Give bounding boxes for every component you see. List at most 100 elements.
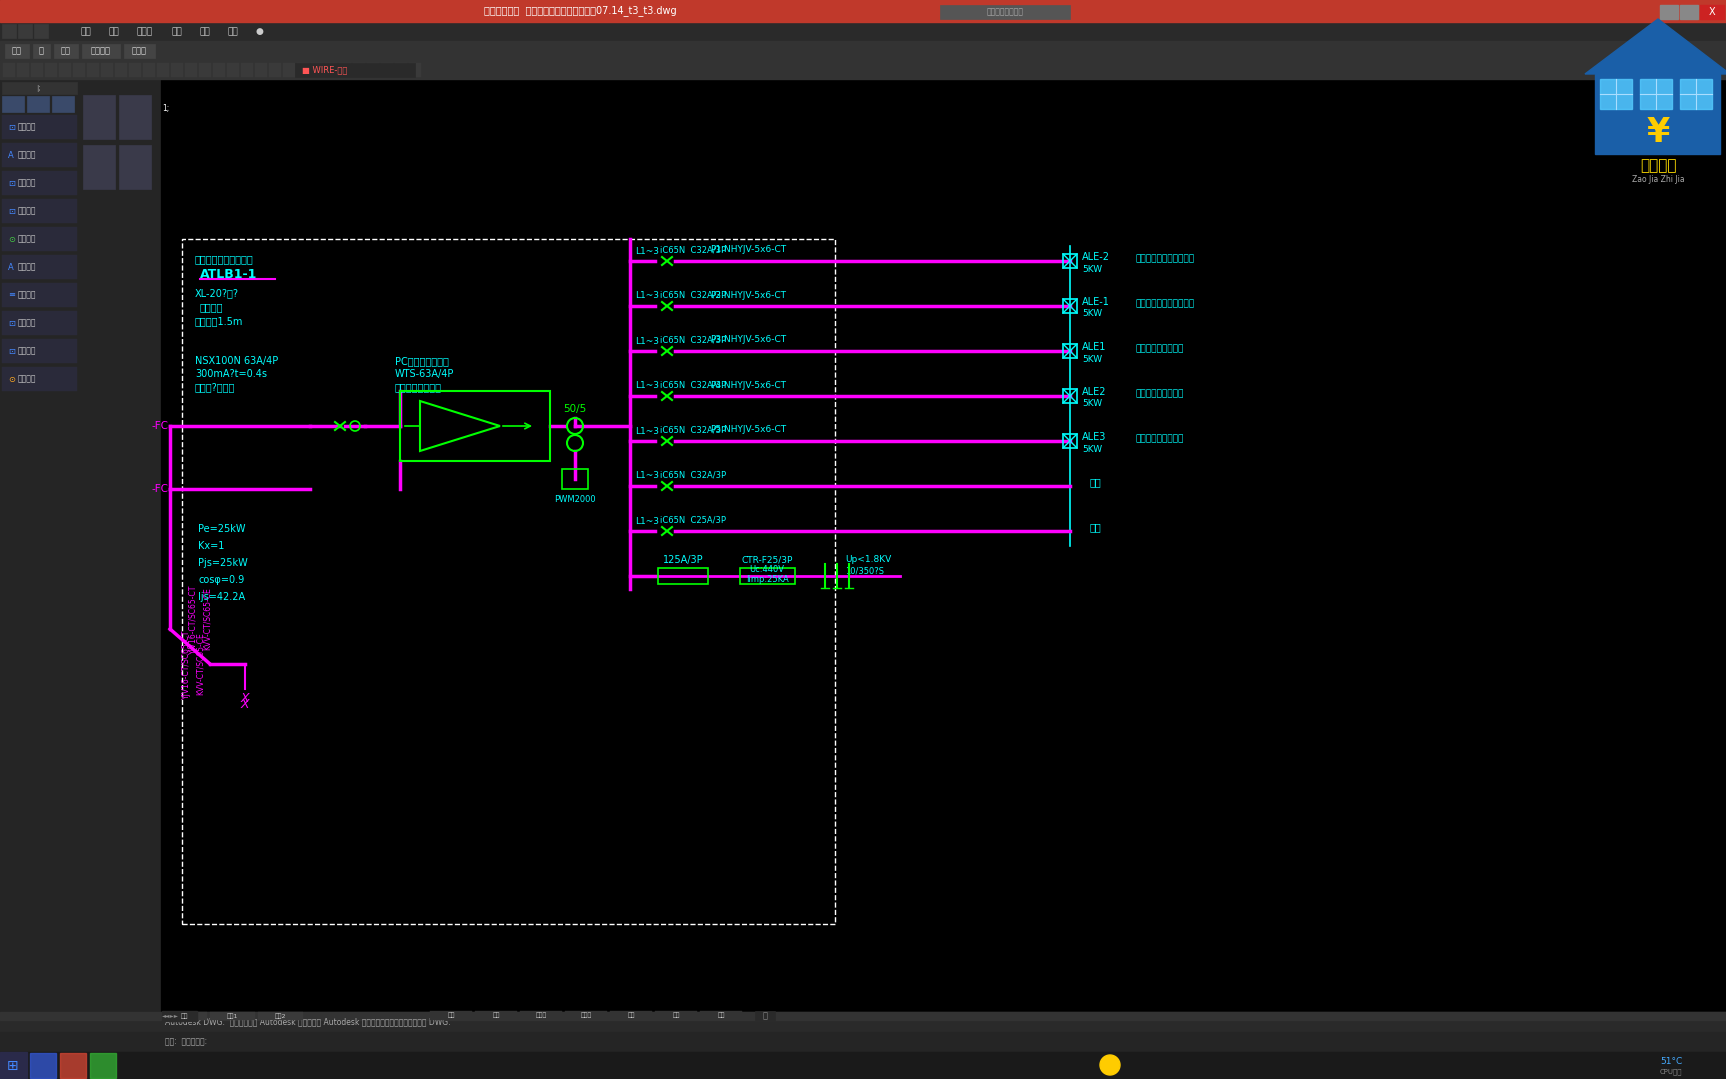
Text: ⊡: ⊡ [9, 123, 16, 132]
Bar [563, 469, 589, 489]
Bar [1063, 390, 1077, 402]
Bar [83, 145, 116, 189]
Text: WTS-63A/4P: WTS-63A/4P [395, 369, 454, 379]
Bar [2, 170, 78, 195]
Bar [520, 1011, 563, 1020]
Text: ⊙: ⊙ [9, 234, 16, 244]
Text: 51°C: 51°C [1660, 1056, 1683, 1065]
Bar [754, 1011, 775, 1020]
Bar [701, 1011, 742, 1020]
Text: Kx=1: Kx=1 [198, 541, 224, 551]
Text: Up<1.8KV: Up<1.8KV [846, 556, 891, 564]
Text: 二层应急照明配电箱: 二层应急照明配电箱 [1136, 390, 1184, 398]
Text: 5KW: 5KW [1082, 399, 1103, 409]
Text: cosφ=0.9: cosφ=0.9 [198, 575, 245, 585]
Bar [609, 1011, 652, 1020]
Bar [86, 63, 98, 77]
Bar [0, 1032, 1726, 1052]
Text: 工具: 工具 [718, 1013, 725, 1019]
Text: 只报警?不跳闸: 只报警?不跳闸 [195, 382, 235, 392]
Bar [0, 1052, 28, 1079]
Text: 预留: 预留 [1091, 477, 1101, 487]
Text: ALE3: ALE3 [1082, 432, 1106, 442]
Text: 10/350?S: 10/350?S [846, 566, 884, 575]
Text: ⊡: ⊡ [9, 206, 16, 216]
Bar [2, 311, 78, 334]
Text: 50/5: 50/5 [563, 404, 587, 414]
Bar [311, 63, 323, 77]
Bar [354, 63, 364, 77]
Bar [54, 44, 78, 58]
Text: 提取长度: 提取长度 [17, 206, 36, 216]
Text: 布局1: 布局1 [226, 1013, 238, 1019]
Bar [162, 1011, 197, 1021]
Bar [0, 22, 1726, 41]
Bar [102, 63, 112, 77]
Bar [212, 63, 224, 77]
Text: 地下二层应急照明配电箱: 地下二层应急照明配电箱 [1136, 255, 1194, 263]
Text: 插入: 插入 [79, 27, 91, 36]
Text: 剪贴板: 剪贴板 [131, 46, 147, 55]
Text: Pjs=25kW: Pjs=25kW [198, 558, 249, 568]
Text: CPU温度: CPU温度 [1660, 1068, 1683, 1076]
Text: L1~3: L1~3 [635, 472, 659, 480]
Text: ALE1: ALE1 [1082, 342, 1106, 352]
Text: 反查图元: 反查图元 [17, 234, 36, 244]
Bar [269, 63, 281, 77]
Bar [395, 63, 407, 77]
Bar [143, 63, 155, 77]
Bar [83, 95, 116, 139]
Text: ■ WIRE-照明: ■ WIRE-照明 [302, 66, 347, 74]
Text: L1~3: L1~3 [635, 246, 659, 256]
Bar [324, 63, 337, 77]
Bar [658, 568, 708, 584]
Text: YJV16-CT/SC65-CT: YJV16-CT/SC65-CT [188, 585, 197, 654]
Bar [90, 1053, 116, 1078]
Text: A: A [9, 262, 14, 272]
Text: L1~3: L1~3 [635, 337, 659, 345]
Bar [79, 79, 161, 1012]
Text: L1~3: L1~3 [635, 382, 659, 391]
Text: 文字查找: 文字查找 [17, 262, 36, 272]
Bar [2, 227, 78, 251]
Text: 管理: 管理 [198, 27, 211, 36]
Text: 参数化: 参数化 [136, 27, 152, 36]
Text: 提取面积: 提取面积 [17, 318, 36, 328]
Text: 实用工具: 实用工具 [91, 46, 110, 55]
Text: L1~3: L1~3 [635, 426, 659, 436]
Bar [430, 1011, 471, 1020]
Bar [941, 5, 1070, 19]
Text: 预览: 预览 [671, 1013, 680, 1019]
Bar [2, 255, 78, 279]
Text: P5:NHYJV-5x6-CT: P5:NHYJV-5x6-CT [709, 425, 785, 435]
Text: ⊙: ⊙ [9, 374, 16, 383]
Bar [0, 41, 1726, 60]
Bar [185, 63, 197, 77]
Bar [1660, 5, 1678, 19]
Text: ⊡: ⊡ [9, 346, 16, 355]
Text: ●: ● [255, 27, 262, 36]
Bar [381, 63, 394, 77]
Text: Ijs=42.2A: Ijs=42.2A [198, 592, 245, 602]
Text: 5KW: 5KW [1082, 310, 1103, 318]
Bar [255, 63, 268, 77]
Bar [1679, 79, 1712, 109]
Text: 提取高度: 提取高度 [17, 178, 36, 188]
Text: X: X [240, 693, 249, 706]
Text: 图版: 图版 [447, 1013, 454, 1019]
Bar [2, 115, 78, 139]
Text: ATLB1-1: ATLB1-1 [200, 268, 257, 281]
Text: iC65N  C25A/3P: iC65N C25A/3P [659, 516, 727, 524]
Bar [338, 63, 350, 77]
Bar [257, 1012, 304, 1020]
Text: -FC: -FC [150, 484, 167, 494]
Bar [0, 1012, 1726, 1032]
Bar [2, 82, 78, 94]
Text: Uc:440V: Uc:440V [749, 565, 785, 574]
Text: PWM2000: PWM2000 [554, 494, 595, 504]
Bar [52, 96, 74, 112]
Bar [0, 60, 1726, 79]
Text: ALE-2: ALE-2 [1082, 252, 1110, 262]
Bar [1063, 344, 1077, 358]
Bar [211, 1012, 255, 1020]
